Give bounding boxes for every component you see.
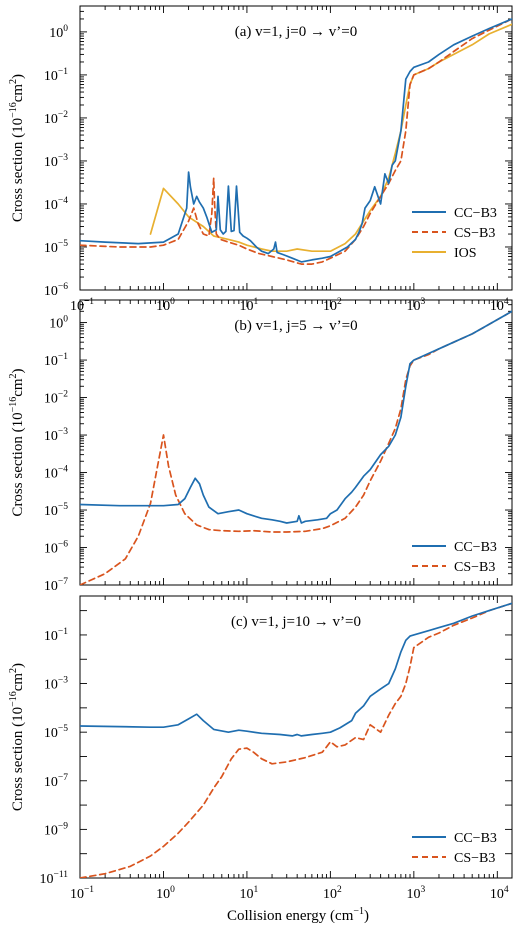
- panel-label: (b) v=1, j=5 → v’=0: [234, 318, 357, 334]
- y-axis-label: Cross section (10−16cm2): [8, 368, 26, 516]
- y-tick-label: 10−2: [44, 110, 68, 127]
- series-line-csb3: [80, 18, 512, 265]
- legend: CC−B3 CS−B3 IOS: [412, 206, 497, 261]
- series-line-ccb3: [80, 602, 512, 737]
- legend-label: CS−B3: [454, 851, 495, 866]
- legend-label: CC−B3: [454, 831, 497, 846]
- y-tick-label: 10−6: [44, 540, 68, 557]
- legend-label: CS−B3: [454, 226, 495, 241]
- series-line-ccb3: [80, 18, 512, 263]
- x-tick-label: 102: [323, 885, 342, 902]
- x-tick-label: 10−1: [70, 885, 94, 902]
- y-tick-label: 10−5: [44, 239, 68, 256]
- plot-frame-c: [79, 595, 513, 879]
- y-tick-label: 10−5: [44, 724, 68, 741]
- legend-label: IOS: [454, 246, 477, 261]
- y-tick-label: 10−7: [44, 773, 68, 790]
- panel-c: 10−1 100 101 102 103 104 10−11 10−9 10−7 10−5 10−3…: [8, 595, 513, 902]
- panel-b: 10−7 10−6 10−5 10−4 10−3 10−2 10−1 100 Cross sec…: [8, 299, 513, 594]
- y-tick-label: 10−3: [44, 427, 68, 444]
- y-tick-label: 10−3: [44, 676, 68, 693]
- series-line-ios: [149, 23, 512, 253]
- legend: CC−B3 CS−B3: [412, 831, 497, 866]
- y-tick-label: 10−6: [44, 282, 68, 299]
- y-tick-label: 10−3: [44, 153, 68, 170]
- plot-frame-b: [79, 299, 513, 586]
- y-tick-label: 100: [49, 24, 68, 41]
- panel-a: 10−1 100 101 102 103 10410−610−510−410−310−21…: [8, 5, 513, 314]
- x-axis-label: Collision energy (cm−1): [227, 906, 369, 924]
- x-tick-label: 101: [240, 885, 259, 902]
- y-tick-label: 10−9: [44, 821, 68, 838]
- y-axis-label: Cross section (10−16cm2): [8, 663, 26, 811]
- legend: CC−B3 CS−B3: [412, 540, 497, 575]
- x-tick-label: 103: [406, 885, 425, 902]
- y-tick-label: 10−7: [44, 577, 68, 594]
- x-tick-label: 104: [490, 885, 509, 902]
- legend-label: CS−B3: [454, 560, 495, 575]
- series-line-ccb3: [80, 310, 512, 524]
- series-line-csb3: [80, 310, 512, 585]
- series-line-csb3: [80, 602, 512, 878]
- y-tick-label: 10−4: [44, 465, 68, 482]
- y-tick-label: 10−1: [44, 352, 68, 369]
- y-tick-label: 10−1: [44, 627, 68, 644]
- legend-label: CC−B3: [454, 206, 497, 221]
- y-tick-label: 10−1: [44, 67, 68, 84]
- x-tick-label: 100: [156, 885, 175, 902]
- panel-label: (a) v=1, j=0 → v’=0: [235, 24, 357, 40]
- y-tick-label: 100: [49, 315, 68, 332]
- y-axis-label: Cross section (10−16cm2): [8, 74, 26, 222]
- panel-label: (c) v=1, j=10 → v’=0: [231, 614, 361, 630]
- y-tick-label: 10−2: [44, 390, 68, 407]
- y-tick-label: 10−4: [44, 196, 68, 213]
- y-tick-label: 10−5: [44, 502, 68, 519]
- legend-label: CC−B3: [454, 540, 497, 555]
- y-tick-label: 10−11: [39, 870, 68, 887]
